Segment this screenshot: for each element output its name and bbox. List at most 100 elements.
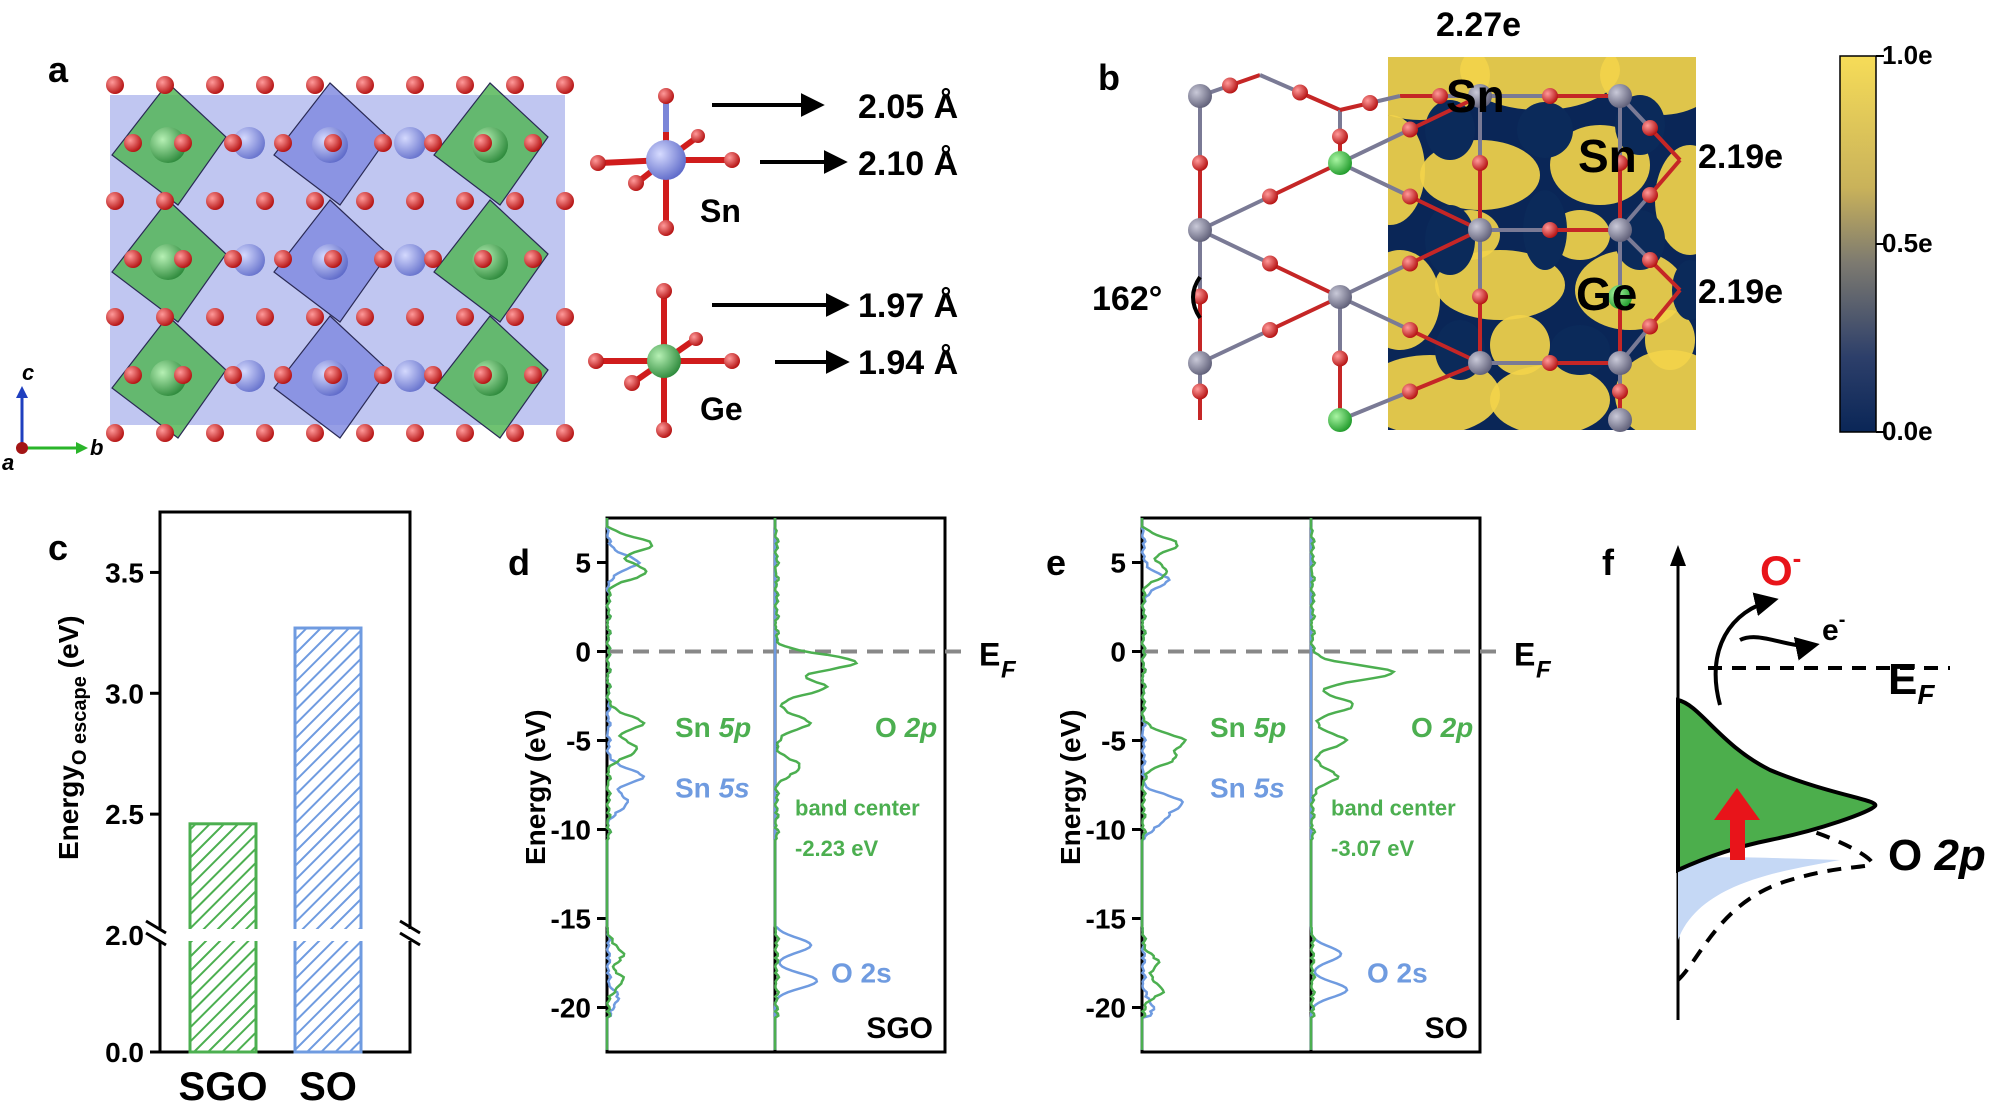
oxygen-atom xyxy=(456,308,474,326)
ge-atom xyxy=(1328,408,1352,432)
sn-atom xyxy=(394,360,426,392)
oxygen-atom xyxy=(1362,95,1378,111)
sn-atom-label: Sn xyxy=(700,193,741,229)
oxygen-atom xyxy=(374,366,392,384)
oxygen-atom xyxy=(374,250,392,268)
oxygen-atom xyxy=(1402,383,1418,400)
oxygen-atom xyxy=(1192,383,1208,400)
lattice-network xyxy=(1188,73,1682,432)
oxygen-atom xyxy=(406,192,424,210)
sn-atom xyxy=(1188,84,1212,108)
oxygen-atom xyxy=(506,192,524,210)
oxygen-atom xyxy=(274,134,292,152)
bond xyxy=(1199,328,1271,365)
label-o-2s: O 2s xyxy=(1367,958,1428,989)
colorbar: 1.0e 0.5e 0.0e xyxy=(1839,40,1933,446)
sn-atom xyxy=(1468,218,1492,242)
charge-density-void xyxy=(1615,95,1665,155)
sn-atom xyxy=(1608,84,1632,108)
series-sn-5s xyxy=(1140,518,1185,1050)
charge-density-void xyxy=(1550,325,1610,375)
oxygen-atom xyxy=(324,250,342,268)
oxygen-atom xyxy=(374,134,392,152)
oxygen-atom xyxy=(1642,120,1658,136)
oxygen-atom xyxy=(456,424,474,442)
up-arrow xyxy=(1714,788,1760,860)
oxygen-atom xyxy=(124,366,142,384)
oxygen-atom xyxy=(174,250,192,268)
y-tick-label: 3.0 xyxy=(105,678,144,709)
charge-density-lobe xyxy=(1435,250,1565,320)
oxygen-atom xyxy=(1332,128,1348,145)
series-o-2p xyxy=(1309,518,1397,1050)
oxygen-atom xyxy=(1642,252,1658,268)
oxygen-atom xyxy=(256,192,274,210)
oxygen-atom xyxy=(256,308,274,326)
oxygen-atom xyxy=(206,308,224,326)
oxygen-atom xyxy=(106,192,124,210)
oxygen-atom xyxy=(506,76,524,94)
bond xyxy=(1269,295,1341,332)
axis-break-mark xyxy=(145,919,167,935)
dos-chart-sgo: 5 0 -5 -10 -15 -20 E F Energy (eV) Sn 5p Sn 5s O 2p… xyxy=(520,516,1017,1054)
oxygen-atom xyxy=(1472,288,1488,305)
panel-c: c 0.0 2.0 2.5 3.0 3.5 SGO SO EnergyO escape (e… xyxy=(48,510,424,1109)
oxygen-atom xyxy=(224,250,242,268)
ge-atom xyxy=(150,127,186,163)
sn-atom xyxy=(233,127,265,159)
oxygen-atom xyxy=(556,424,574,442)
oxygen-atom xyxy=(156,192,174,210)
oxygen-atom xyxy=(424,250,442,268)
bond-length-3: 1.97 Å xyxy=(858,287,958,325)
bond xyxy=(1339,261,1411,299)
panel-label-c: c xyxy=(48,527,68,568)
oxygen-atom xyxy=(1402,322,1418,338)
colorbar-max: 1.0e xyxy=(1882,40,1933,70)
oxygen-atom xyxy=(1402,255,1418,272)
label-sn-5p: Sn 5p xyxy=(675,712,751,743)
oxygen-atom xyxy=(274,250,292,268)
axes-triad: c a b xyxy=(2,360,103,475)
oxygen-atom xyxy=(1292,84,1308,101)
bond xyxy=(1339,295,1411,332)
band-center-label: band center xyxy=(795,795,920,820)
label-sn-5s: Sn 5s xyxy=(675,772,750,803)
oxygen-atom xyxy=(1542,355,1558,371)
oxygen-atom xyxy=(306,76,324,94)
oxygen-atom xyxy=(1402,188,1418,205)
sn-atom xyxy=(1188,351,1212,375)
fermi-label: E xyxy=(1514,637,1535,673)
c-y-axis-label: EnergyO escape (eV) xyxy=(53,615,91,860)
axis-break-mark xyxy=(399,919,421,935)
band-center-value: -2.23 eV xyxy=(795,836,878,861)
sn-atom xyxy=(1608,408,1632,432)
charge-density-lobe xyxy=(1490,315,1550,375)
bond-length-1: 2.05 Å xyxy=(858,88,958,126)
oxygen-atom xyxy=(324,366,342,384)
series-sn-5s xyxy=(605,518,646,1050)
y-tick-label: 5 xyxy=(575,548,591,579)
series-o-2p xyxy=(773,518,859,1050)
crystal-structure xyxy=(106,76,574,442)
axis-break-mark xyxy=(145,931,167,947)
bond xyxy=(1339,161,1411,199)
y-axis-label: Energy (eV) xyxy=(520,709,551,865)
panel-a: a c a b xyxy=(2,49,958,475)
oxygen-atom xyxy=(524,134,542,152)
oxygen-atom xyxy=(506,308,524,326)
oxygen-atom xyxy=(524,366,542,384)
o2p-label: O 2p xyxy=(1888,831,1986,880)
charge-density-lobe xyxy=(1615,350,1696,430)
angle-arc xyxy=(1191,275,1202,320)
oxygen-atom xyxy=(1192,155,1208,171)
oxygen-atom xyxy=(106,308,124,326)
bond xyxy=(1269,261,1341,299)
panel-b: b 2.27e Sn Sn Ge 2.19e 2.19e 162° 1.0e 0… xyxy=(1092,6,1933,446)
oxygen-atom xyxy=(106,424,124,442)
oxygen-atom xyxy=(1402,121,1418,138)
plot-frame xyxy=(158,510,412,1054)
charge-right-ge: 2.19e xyxy=(1698,273,1783,311)
axis-c-label: c xyxy=(22,360,34,385)
series-sn-5p xyxy=(1140,518,1188,1050)
